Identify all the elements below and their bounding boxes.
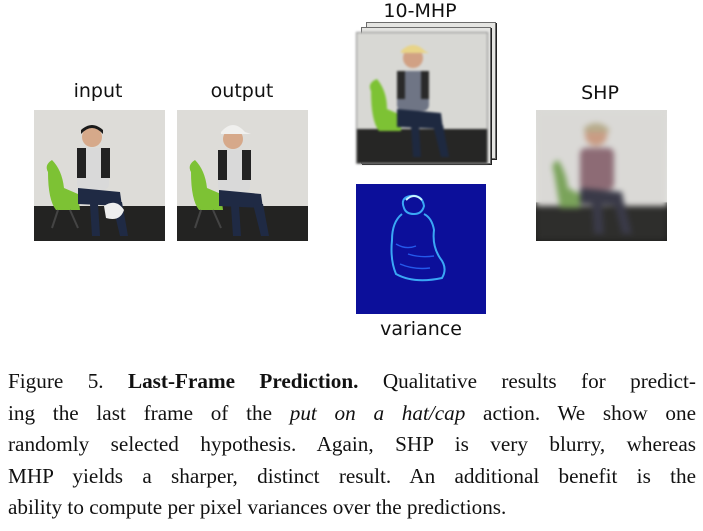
caption-line-2: ing the last frame of the put on a hat/c… <box>8 398 696 430</box>
mhp-label: 10-MHP <box>383 0 457 22</box>
input-label: input <box>73 80 123 102</box>
caption-figure-title: Last-Frame Prediction. <box>127 369 359 393</box>
caption-line-4: MHP yields a sharper, distinct result. A… <box>8 463 696 488</box>
shp-label: SHP <box>581 82 619 104</box>
caption-line-1-post: Qualitative results for predict- <box>358 369 696 393</box>
output-frame-image <box>177 110 308 241</box>
input-frame-image <box>34 110 165 241</box>
caption-line-3: randomly selected hypothesis. Again, SHP… <box>8 432 696 456</box>
caption-line-1-pre: Figure 5. <box>8 369 128 393</box>
caption-line-2-post: action. We show one <box>465 400 696 425</box>
caption-line-1: Figure 5. Last-Frame Prediction. Qualita… <box>8 366 696 398</box>
variance-label: variance <box>380 318 462 340</box>
caption-line-2-pre: ing the last frame of the <box>8 400 290 425</box>
output-label: output <box>210 80 274 102</box>
caption-action-name: put on a hat/cap <box>289 400 466 425</box>
variance-map-image <box>356 184 486 314</box>
caption-line-5: ability to compute per pixel variances o… <box>8 495 507 519</box>
mhp-frame-image <box>356 32 488 164</box>
figure-caption: Figure 5. Last-Frame Prediction. Qualita… <box>8 366 696 524</box>
shp-frame-image <box>536 110 667 241</box>
